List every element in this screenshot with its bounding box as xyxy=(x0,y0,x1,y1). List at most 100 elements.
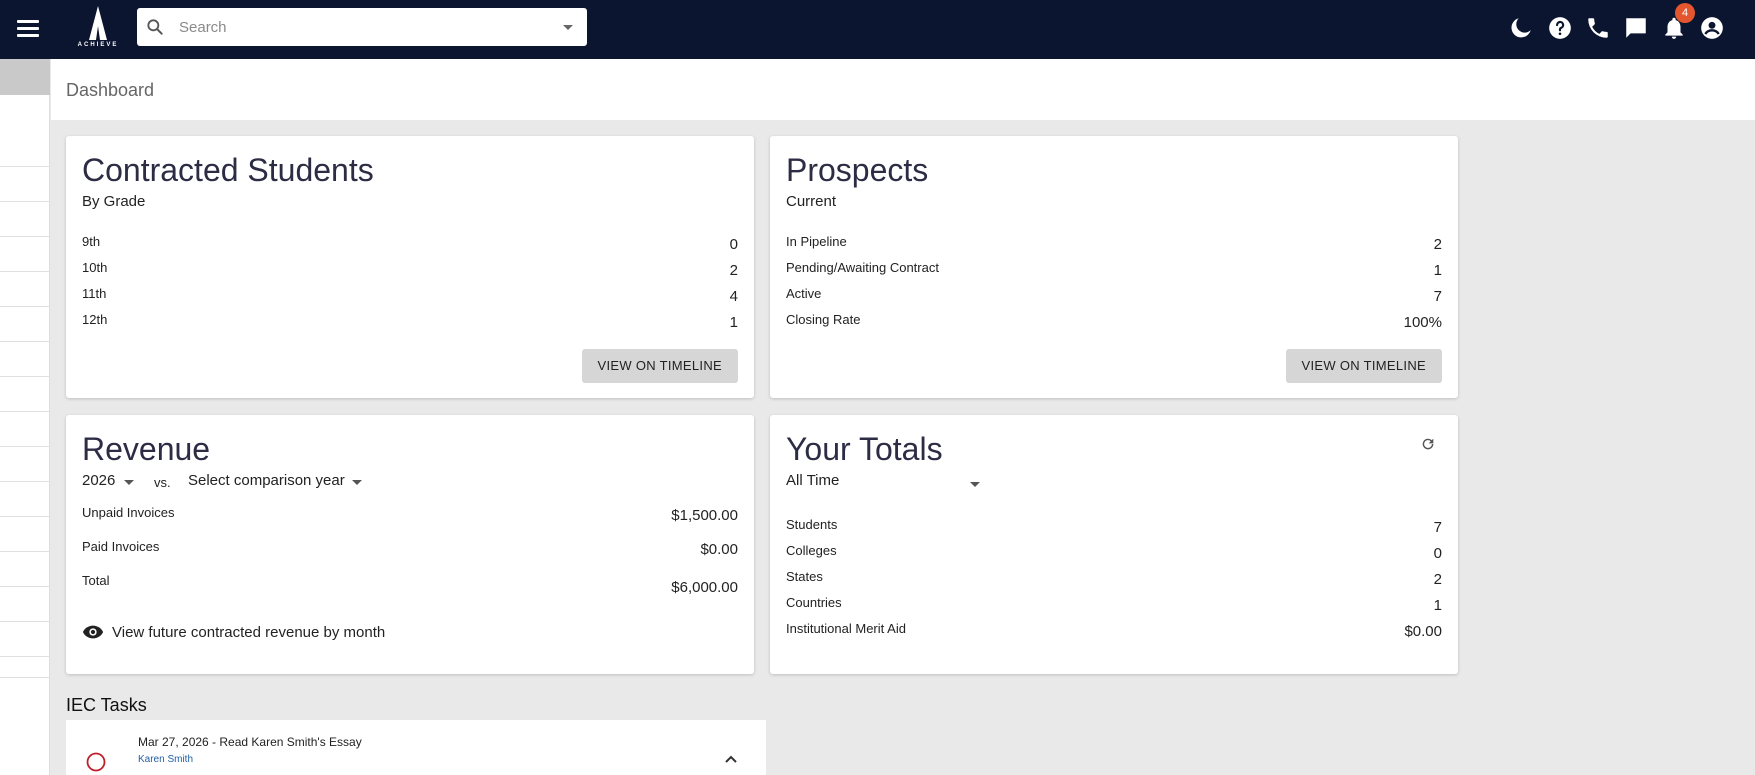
logo-text: ACHIEVE xyxy=(77,42,119,48)
refresh-icon[interactable] xyxy=(1420,436,1436,452)
grade-row: 9th 0 xyxy=(82,234,738,258)
divider xyxy=(0,677,50,678)
row-value: 2 xyxy=(1433,236,1442,253)
page-header: Dashboard xyxy=(51,59,1755,120)
row-value: $6,000.00 xyxy=(671,579,738,596)
your-totals-card: Your Totals All Time Students 7 Colleges… xyxy=(770,415,1458,674)
prospect-row: In Pipeline 2 xyxy=(786,234,1442,258)
revenue-card: Revenue 2026 vs. Select comparison year … xyxy=(66,415,754,674)
prospect-row: Pending/Awaiting Contract 1 xyxy=(786,260,1442,284)
row-label: Active xyxy=(786,286,822,301)
divider xyxy=(0,411,50,412)
grade-row: 12th 1 xyxy=(82,312,738,336)
row-label: 9th xyxy=(82,234,101,249)
row-label: Colleges xyxy=(786,543,837,558)
row-label: States xyxy=(786,569,823,584)
row-value: 1 xyxy=(1433,597,1442,614)
search-input[interactable] xyxy=(179,8,549,46)
divider xyxy=(0,481,50,482)
card-title: Prospects xyxy=(786,152,929,188)
row-value: $1,500.00 xyxy=(671,507,738,524)
chevron-up-icon[interactable] xyxy=(724,754,738,764)
moon-icon[interactable] xyxy=(1509,15,1535,41)
card-title: Contracted Students xyxy=(82,152,374,188)
account-icon[interactable] xyxy=(1699,15,1725,41)
row-value: 100% xyxy=(1403,314,1442,331)
comparison-year-value: Select comparison year xyxy=(188,472,345,489)
achieve-logo[interactable]: ACHIEVE xyxy=(70,4,126,52)
prospect-row: Active 7 xyxy=(786,286,1442,310)
totals-row: Colleges 0 xyxy=(786,543,1442,567)
row-label: Students xyxy=(786,517,838,532)
task-title: Mar 27, 2026 - Read Karen Smith's Essay xyxy=(138,735,362,749)
help-icon[interactable] xyxy=(1547,15,1573,41)
divider xyxy=(0,236,50,237)
view-on-timeline-button[interactable]: VIEW ON TIMELINE xyxy=(581,349,738,383)
divider xyxy=(0,271,50,272)
top-app-bar: ACHIEVE 4 xyxy=(0,0,1755,59)
hamburger-menu-icon[interactable] xyxy=(14,16,42,42)
revenue-row: Unpaid Invoices $1,500.00 xyxy=(82,505,738,529)
row-label: Pending/Awaiting Contract xyxy=(786,260,939,275)
chevron-down-icon xyxy=(124,480,134,485)
row-label: 11th xyxy=(82,286,107,301)
divider xyxy=(0,446,50,447)
row-value: 2 xyxy=(729,262,738,279)
divider xyxy=(0,341,50,342)
row-label: Institutional Merit Aid xyxy=(786,621,906,636)
row-label: In Pipeline xyxy=(786,234,847,249)
view-on-timeline-button[interactable]: VIEW ON TIMELINE xyxy=(1285,349,1442,383)
divider xyxy=(0,201,50,202)
period-select[interactable]: All Time xyxy=(786,472,982,494)
row-value: 4 xyxy=(729,288,738,305)
comparison-year-select[interactable]: Select comparison year xyxy=(188,472,368,492)
row-value: 2 xyxy=(1433,571,1442,588)
phone-icon[interactable] xyxy=(1585,15,1611,41)
row-label: 10th xyxy=(82,260,108,275)
totals-row: Institutional Merit Aid $0.00 xyxy=(786,621,1442,645)
row-value: 0 xyxy=(1433,545,1442,562)
notification-badge: 4 xyxy=(1675,3,1695,23)
chat-icon[interactable] xyxy=(1623,15,1649,41)
totals-row: Countries 1 xyxy=(786,595,1442,619)
card-title: Your Totals xyxy=(786,431,943,467)
iec-tasks-heading: IEC Tasks xyxy=(66,695,147,715)
eye-icon xyxy=(82,625,104,639)
row-value: $0.00 xyxy=(1404,623,1442,640)
side-nav-rail xyxy=(0,59,50,775)
chevron-down-icon xyxy=(970,482,980,487)
bell-icon[interactable] xyxy=(1661,15,1687,41)
revenue-row: Paid Invoices $0.00 xyxy=(82,539,738,563)
grade-row: 11th 4 xyxy=(82,286,738,310)
year-select[interactable]: 2026 xyxy=(82,472,138,492)
divider xyxy=(0,586,50,587)
card-title: Revenue xyxy=(82,431,211,467)
task-checkbox-icon[interactable] xyxy=(86,752,106,772)
view-future-revenue-label: View future contracted revenue by month xyxy=(112,624,386,641)
row-label: 12th xyxy=(82,312,108,327)
row-label: Closing Rate xyxy=(786,312,861,327)
divider xyxy=(0,306,50,307)
divider xyxy=(0,376,50,377)
row-value: 0 xyxy=(729,236,738,253)
search-icon xyxy=(147,19,163,35)
card-subtitle: By Grade xyxy=(82,193,146,210)
search-box[interactable] xyxy=(137,8,587,46)
year-select-value: 2026 xyxy=(82,472,116,489)
row-value: 1 xyxy=(729,314,738,331)
divider xyxy=(0,516,50,517)
divider xyxy=(0,621,50,622)
vs-label: vs. xyxy=(154,475,171,490)
task-list-item[interactable]: Mar 27, 2026 - Read Karen Smith's Essay … xyxy=(66,720,766,775)
search-dropdown-icon[interactable] xyxy=(563,25,573,30)
revenue-row: Total $6,000.00 xyxy=(82,573,738,597)
logo-mark-icon xyxy=(89,6,107,40)
page-title: Dashboard xyxy=(66,80,155,100)
side-nav-active-item[interactable] xyxy=(0,59,50,95)
chevron-down-icon xyxy=(352,480,362,485)
divider xyxy=(0,166,50,167)
row-label: Countries xyxy=(786,595,842,610)
task-student-link[interactable]: Karen Smith xyxy=(138,754,194,765)
prospect-row: Closing Rate 100% xyxy=(786,312,1442,336)
totals-row: Students 7 xyxy=(786,517,1442,541)
